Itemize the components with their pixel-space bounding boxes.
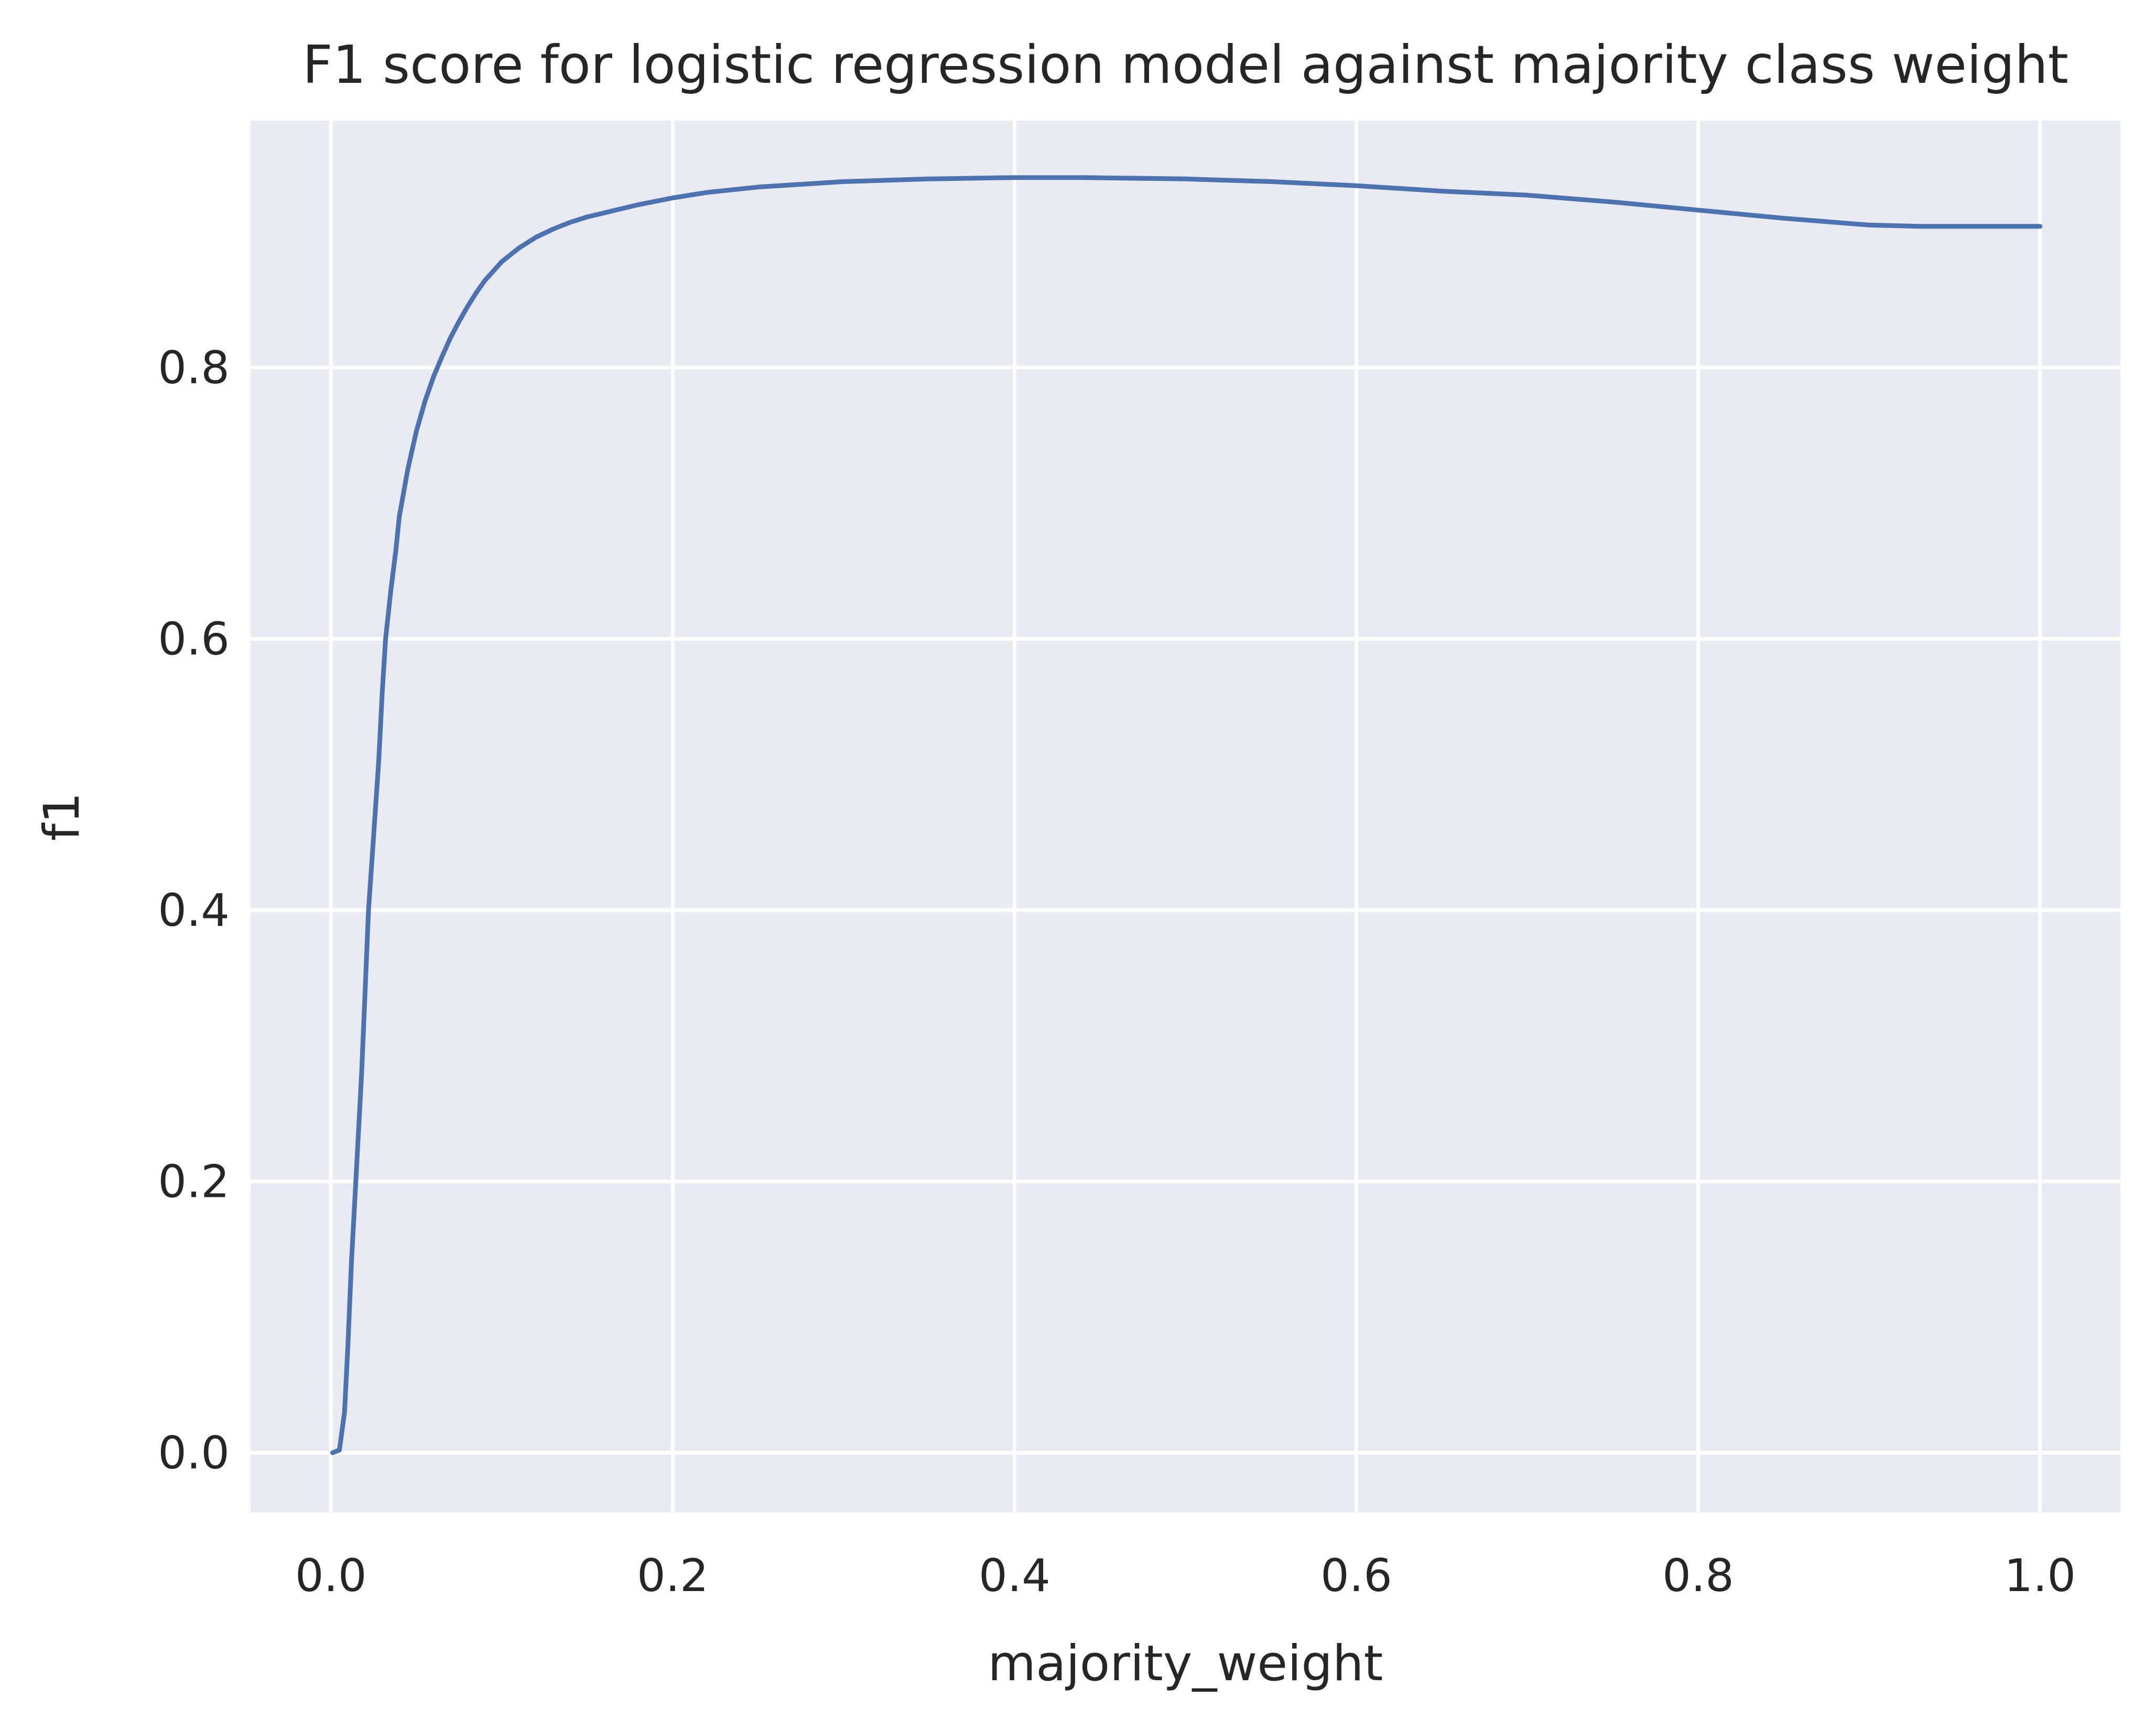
- x-tick-label: 0.6: [1320, 1550, 1392, 1602]
- x-axis-ticks: 0.0 0.2 0.4 0.6 0.8 1.0: [295, 1550, 2076, 1602]
- chart-title: F1 score for logistic regression model a…: [302, 34, 2068, 95]
- plot-area: [251, 121, 2120, 1512]
- x-tick-label: 1.0: [2004, 1550, 2076, 1602]
- y-axis-ticks: 0.0 0.2 0.4 0.6 0.8: [158, 342, 230, 1479]
- x-tick-label: 0.8: [1662, 1550, 1734, 1602]
- y-tick-label: 0.4: [158, 884, 230, 937]
- x-tick-label: 0.2: [637, 1550, 709, 1602]
- x-axis-title: majority_weight: [988, 1635, 1383, 1692]
- y-tick-label: 0.0: [158, 1427, 230, 1479]
- x-tick-label: 0.0: [295, 1550, 367, 1602]
- y-tick-label: 0.8: [158, 342, 230, 394]
- y-tick-label: 0.2: [158, 1156, 230, 1208]
- y-axis-title: f1: [34, 792, 91, 841]
- grid-lines: [251, 121, 2120, 1512]
- y-tick-label: 0.6: [158, 613, 230, 666]
- data-series: [330, 175, 2043, 1455]
- x-tick-label: 0.4: [979, 1550, 1050, 1602]
- series-line: [330, 175, 2043, 1455]
